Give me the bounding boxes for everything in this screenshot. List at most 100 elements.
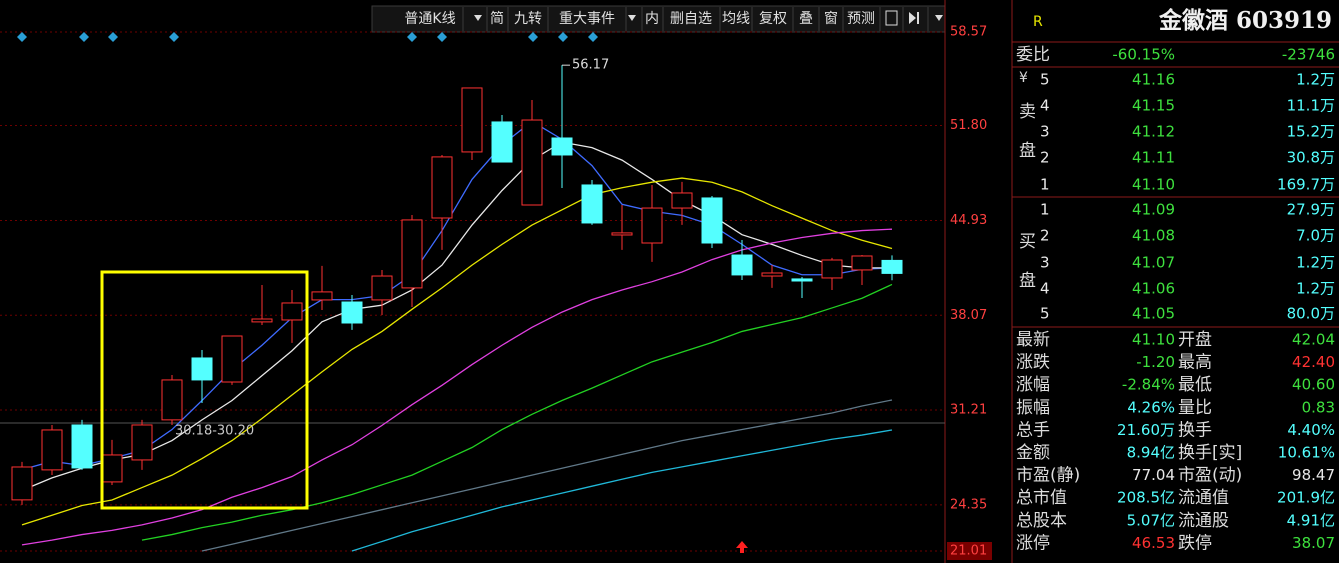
stat-value: 41.10 <box>1132 331 1175 349</box>
book-level: 2 <box>1040 149 1050 167</box>
icon[interactable] <box>885 10 898 26</box>
stat-label: 量比 <box>1178 398 1212 418</box>
book-price: 41.07 <box>1132 254 1175 272</box>
book-level: 1 <box>1040 176 1050 194</box>
candle-body <box>851 255 873 271</box>
toolbar-button[interactable]: 叠 <box>799 11 813 27</box>
book-volume: 80.0万 <box>1287 305 1335 323</box>
quote-panel: R 金徽酒 603919 委比 -60.15% -23746 ¥ 卖盘 买盘 5… <box>1012 7 1339 553</box>
stat-label: 金额 <box>1016 443 1050 463</box>
toolbar <box>371 5 946 33</box>
stat-value: 77.04 <box>1132 466 1175 484</box>
dropdown-icon[interactable] <box>935 15 943 21</box>
toolbar-items: 普通K线 简九转 重大事件 内删自选 均线 复权叠窗预测 <box>404 7 929 31</box>
moving-average-line <box>141 283 893 541</box>
book-price: 41.11 <box>1132 149 1175 167</box>
book-level: 5 <box>1040 305 1050 323</box>
toolbar-button[interactable]: 内 <box>645 11 659 27</box>
stat-value: 0.83 <box>1302 398 1335 416</box>
candle-body <box>641 207 663 244</box>
candle-body <box>461 87 483 153</box>
toolbar-button[interactable]: 简 <box>490 10 504 27</box>
stat-value: 42.04 <box>1292 331 1335 349</box>
stat-value: 201.9亿 <box>1277 489 1335 507</box>
candle-body <box>491 121 513 163</box>
stat-value: 46.53 <box>1132 534 1175 552</box>
toolbar-button[interactable]: 普通K线 <box>404 11 455 27</box>
highlight-box <box>100 270 309 510</box>
stat-label: 总市值 <box>1016 488 1067 508</box>
candle-body <box>71 424 93 469</box>
currency: ¥ <box>1019 70 1028 86</box>
book-price: 41.15 <box>1132 97 1175 115</box>
candle-body <box>581 184 603 224</box>
signal-marker <box>528 32 538 42</box>
flag: R <box>1033 14 1043 30</box>
toolbar-button[interactable]: 预测 <box>847 11 875 27</box>
book-level: 3 <box>1040 254 1050 272</box>
candle-body <box>671 192 693 209</box>
candle-body <box>431 156 453 219</box>
moving-averages <box>21 120 893 552</box>
candle-body <box>551 137 573 156</box>
book-level: 3 <box>1040 123 1050 141</box>
sell-label: 卖盘 <box>1015 102 1036 180</box>
candle-body <box>371 275 393 301</box>
stat-value: 208.5亿 <box>1117 489 1175 507</box>
stat-label: 涨停 <box>1016 533 1050 553</box>
stat-value: -2.84% <box>1122 376 1175 394</box>
moving-average-line <box>21 120 893 471</box>
moving-average-line <box>201 399 893 552</box>
candle-body <box>761 272 783 277</box>
dropdown-icon[interactable] <box>628 15 636 21</box>
ratio-label: 委比 <box>1016 45 1050 65</box>
signal-marker <box>558 32 568 42</box>
book-level: 2 <box>1040 227 1050 245</box>
toolbar-button[interactable]: 重大事件 <box>559 11 615 27</box>
book-volume: 11.1万 <box>1287 97 1335 115</box>
y-axis: 58.57 51.80 44.93 38.07 31.21 24.35 21.01 <box>947 25 992 560</box>
book-volume: 1.2万 <box>1296 280 1335 298</box>
book-volume: 7.0万 <box>1296 227 1335 245</box>
stat-label: 总股本 <box>1016 511 1067 531</box>
candle-body <box>131 424 153 461</box>
toolbar-button[interactable]: 窗 <box>824 10 838 27</box>
stock-title: 金徽酒 603919 <box>1158 7 1332 34</box>
arrow-marker <box>736 541 748 553</box>
stat-label: 涨跌 <box>1016 353 1050 373</box>
book-price: 41.10 <box>1132 176 1175 194</box>
candle-body <box>821 259 843 279</box>
y-tick-label: 24.35 <box>950 497 987 512</box>
toolbar-button[interactable]: 复权 <box>759 10 787 27</box>
icon[interactable] <box>909 12 916 24</box>
dropdown-icon[interactable] <box>474 15 482 21</box>
candle-body <box>101 454 123 483</box>
stat-value: 5.07亿 <box>1127 511 1175 529</box>
y-tick-label: 31.21 <box>950 403 987 418</box>
stat-value: 98.47 <box>1292 466 1335 484</box>
y-tick-label: 38.07 <box>950 308 987 323</box>
book-volume: 15.2万 <box>1287 123 1335 141</box>
book-volume: 1.2万 <box>1296 71 1335 89</box>
book-volume: 30.8万 <box>1287 149 1335 167</box>
annotation: 30.18-30.20 <box>175 424 254 439</box>
stat-value: 8.94亿 <box>1127 444 1175 462</box>
stat-value: 4.91亿 <box>1287 511 1335 529</box>
candle-body <box>251 318 273 323</box>
moving-average-line <box>351 429 893 552</box>
book-volume: 27.9万 <box>1287 201 1335 219</box>
stat-label: 流通股 <box>1178 511 1229 531</box>
toolbar-button[interactable]: 删自选 <box>670 11 712 27</box>
toolbar-button[interactable]: 九转 <box>514 11 542 27</box>
signal-marker <box>17 32 27 42</box>
stat-value: -1.20 <box>1136 353 1175 371</box>
candle-body <box>701 197 723 244</box>
toolbar-button[interactable]: 均线 <box>722 11 750 27</box>
candle-body <box>191 357 213 381</box>
candle-body <box>611 232 633 236</box>
ratio-pct: -60.15% <box>1112 46 1175 64</box>
candles: 56.17 <box>11 58 903 505</box>
book-price: 41.09 <box>1132 201 1175 219</box>
moving-average-line <box>21 141 892 491</box>
